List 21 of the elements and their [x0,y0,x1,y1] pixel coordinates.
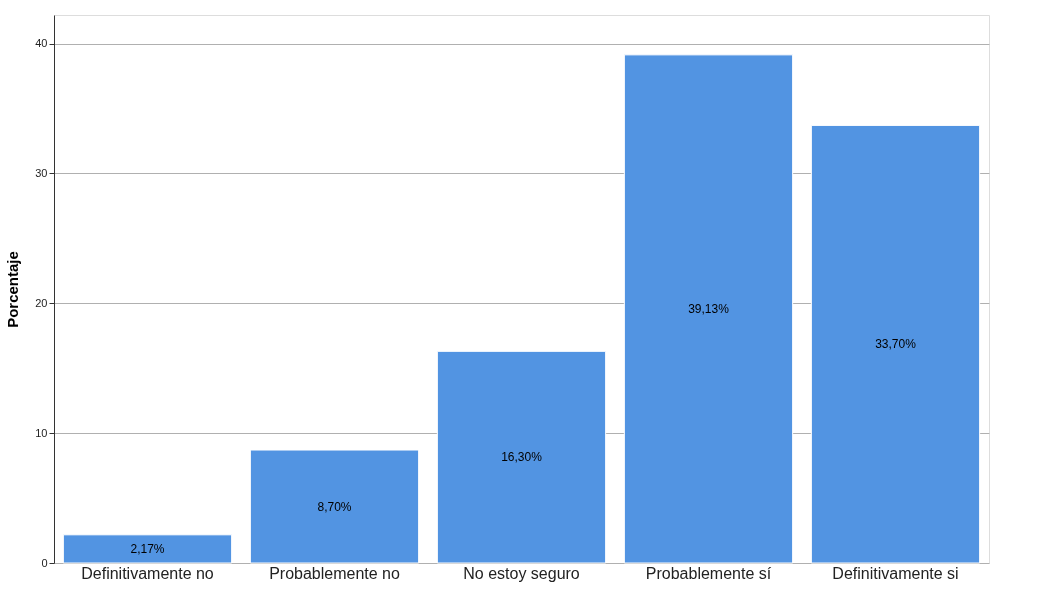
bar [436,350,607,564]
y-tick-label: 20 [35,296,48,309]
bar [249,449,420,564]
y-tick-label: 10 [35,426,48,439]
bar [810,124,981,564]
x-tick-label: Definitivamente no [81,564,214,582]
bar [623,54,794,564]
y-axis-title: Porcentaje [4,251,22,328]
x-tick-label: No estoy seguro [463,564,580,582]
x-tick-label: Probablemente no [269,564,400,582]
data-label: 8,70% [317,499,352,514]
x-tick-label: Definitivamente si [832,564,959,582]
data-label: 33,70% [875,337,917,352]
data-label: 39,13% [688,301,730,316]
x-tick-label: Probablemente sí [645,564,772,582]
bar [62,534,233,564]
data-label: 16,30% [501,450,543,465]
y-tick-label: 0 [41,556,48,569]
y-tick-label: 30 [35,166,48,179]
y-tick-label: 40 [35,37,48,50]
data-label: 2,17% [130,541,165,556]
